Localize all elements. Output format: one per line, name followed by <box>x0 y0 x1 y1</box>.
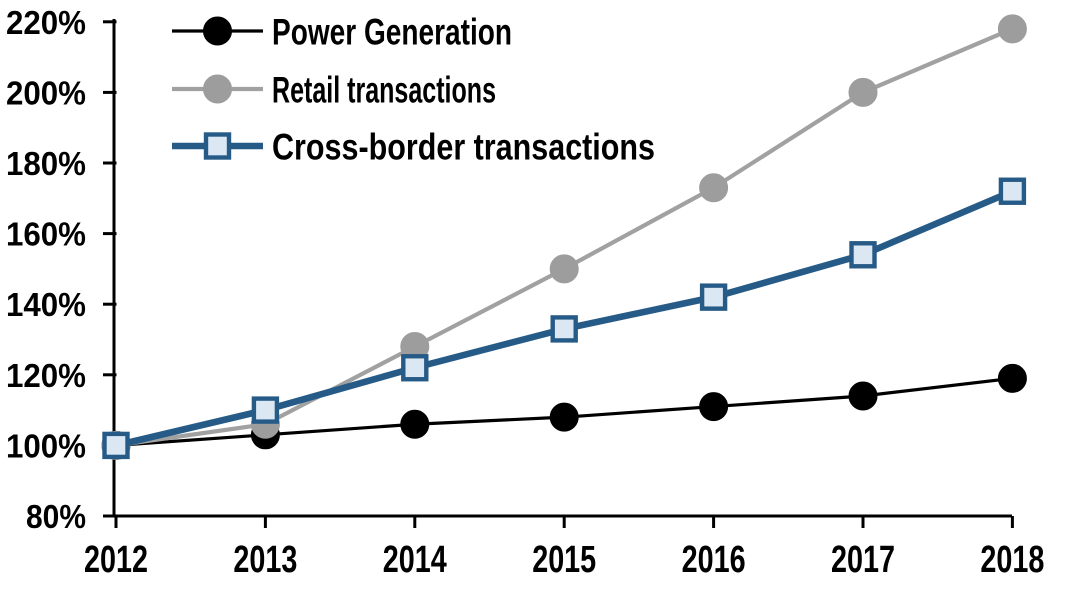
data-point-cross-border-transactions-square-marker <box>102 431 130 460</box>
y-axis-tick-label: 140% <box>6 286 86 323</box>
x-axis-tick-label: 2012 <box>84 539 148 581</box>
y-axis-tick-label: 180% <box>6 145 86 182</box>
data-point-retail-transactions-circle-marker <box>848 77 878 107</box>
y-axis-tick-label: 160% <box>6 216 86 253</box>
data-point-cross-border-transactions-square-marker <box>699 283 728 311</box>
data-point-power-generation-circle-marker <box>997 363 1027 393</box>
series-cross-border-transactions <box>102 177 1027 460</box>
data-point-power-generation-circle-marker <box>699 392 729 422</box>
legend-item-power-generation: Power Generation <box>172 12 512 53</box>
data-point-power-generation-circle-marker <box>549 402 579 432</box>
legend-cross-border-transactions-square-marker <box>203 132 232 160</box>
legend-item-cross-border-transactions: Cross-border transactions <box>172 127 655 168</box>
y-axis-tick-label: 100% <box>6 427 86 464</box>
x-axis-tick-label: 2016 <box>682 539 746 581</box>
data-point-retail-transactions-circle-marker <box>997 14 1027 44</box>
y-axis-tick-label: 80% <box>26 498 86 535</box>
data-point-cross-border-transactions-square-marker <box>550 315 578 343</box>
data-point-cross-border-transactions-square-marker <box>401 354 429 382</box>
x-axis-tick-label: 2017 <box>831 539 895 581</box>
data-point-retail-transactions-circle-marker <box>549 254 579 284</box>
legend: Power Generation Retail transactions Cross… <box>172 12 655 168</box>
series-line-retail-transactions <box>115 26 1014 448</box>
data-point-cross-border-transactions-square-marker <box>998 177 1027 205</box>
y-axis-tick-label: 220% <box>6 4 86 41</box>
data-point-power-generation-circle-marker <box>848 381 878 411</box>
legend-label-cross-border-transactions: Cross-border transactions <box>272 127 655 168</box>
data-point-cross-border-transactions-square-marker <box>251 396 280 424</box>
y-axis-tick-label: 200% <box>6 74 86 111</box>
data-point-cross-border-transactions-square-marker <box>849 241 877 269</box>
x-axis-tick-label: 2018 <box>980 539 1044 581</box>
legend-retail-transactions-circle-marker <box>203 74 232 104</box>
x-axis-tick-label: 2014 <box>383 539 447 581</box>
x-axis-tick-label: 2013 <box>233 539 297 581</box>
data-point-retail-transactions-circle-marker <box>699 173 729 203</box>
data-point-power-generation-circle-marker <box>400 409 430 439</box>
legend-label-retail-transactions: Retail transactions <box>272 70 496 111</box>
legend-item-retail-transactions: Retail transactions <box>172 70 496 111</box>
legend-label-power-generation: Power Generation <box>272 12 512 53</box>
x-axis-tick-label: 2015 <box>532 539 596 581</box>
y-axis-tick-label: 120% <box>6 357 86 394</box>
series-power-generation <box>101 363 1027 460</box>
legend-power-generation-circle-marker <box>203 16 232 46</box>
